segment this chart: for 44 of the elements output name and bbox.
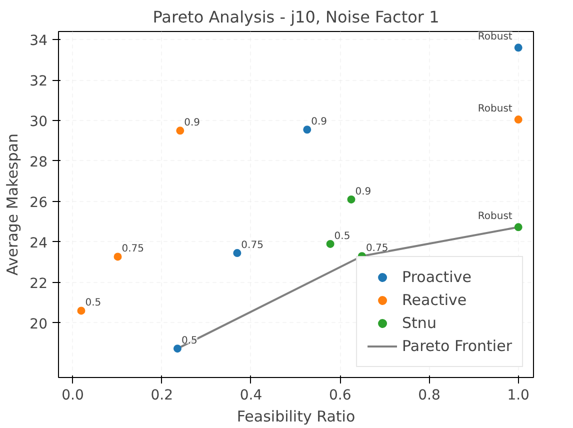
point: [303, 126, 312, 134]
y-tick-label: 20: [30, 316, 48, 332]
annotation: 0.9: [184, 118, 200, 129]
y-axis-title: Average Makespan: [4, 134, 22, 276]
legend-label: Pareto Frontier: [402, 337, 512, 355]
annotation: Robust: [478, 32, 512, 43]
annotation: 0.5: [85, 298, 102, 309]
y-tick-label: 28: [30, 154, 48, 170]
annotation: 0.9: [355, 186, 372, 198]
point: [326, 240, 334, 248]
point: [514, 223, 522, 232]
x-tick-label: 0.8: [418, 388, 440, 404]
point: [77, 306, 86, 315]
point: [514, 116, 522, 124]
annotation: 0.9: [311, 116, 328, 128]
x-tick-label: 0.4: [240, 388, 262, 404]
x-tick-label: 0.6: [328, 388, 352, 404]
y-tick-label: 22: [30, 276, 48, 292]
annotation: 0.75: [241, 240, 264, 252]
x-tick-label: 0.0: [62, 388, 84, 404]
point: [173, 344, 182, 353]
chart-title: Pareto Analysis - j10, Noise Factor 1: [152, 8, 440, 26]
y-tick-label: 26: [30, 194, 48, 211]
point: [114, 252, 122, 261]
annotation: Robust: [478, 104, 512, 115]
legend-label: Stnu: [402, 314, 436, 332]
x-axis-title: Feasibility Ratio: [236, 408, 356, 426]
point: [176, 126, 184, 135]
x-tick-label: 0.2: [150, 388, 174, 404]
y-tick-label: 24: [30, 235, 48, 252]
y-tick-label: 30: [30, 114, 48, 130]
x-tick-label: 1.0: [507, 388, 530, 404]
y-tick-label: 32: [30, 74, 48, 90]
annotation: 0.5: [181, 336, 198, 347]
annotation: Robust: [478, 211, 512, 222]
point: [514, 44, 522, 52]
legend-label: Proactive: [402, 268, 472, 286]
y-tick-label: 34: [30, 33, 48, 50]
annotation: 0.75: [366, 243, 388, 254]
annotation: 0.75: [122, 244, 144, 255]
annotation: 0.5: [334, 230, 350, 242]
point: [233, 249, 242, 258]
point: [347, 195, 356, 204]
legend-label: Reactive: [402, 291, 467, 309]
